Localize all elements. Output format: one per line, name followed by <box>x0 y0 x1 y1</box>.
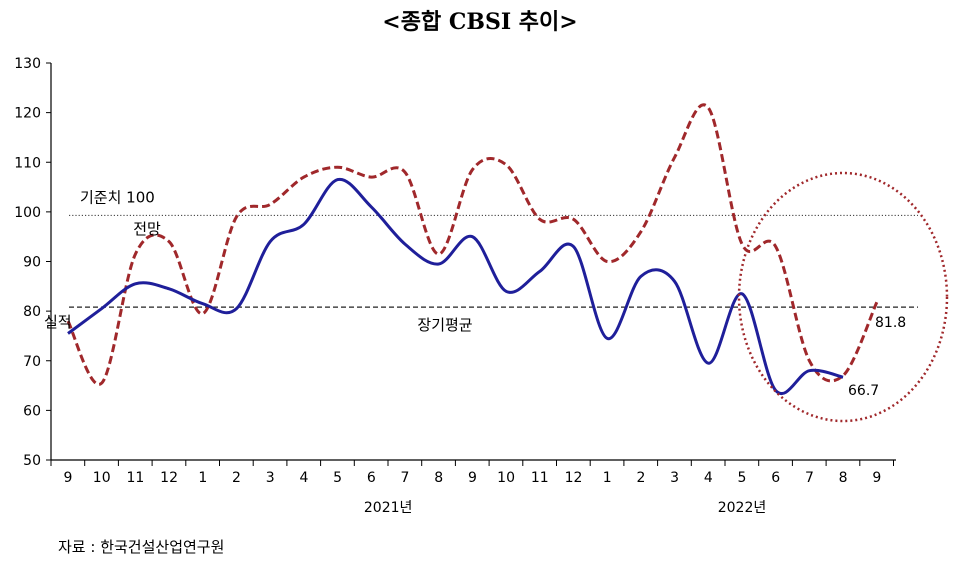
x-tick-label: 8 <box>839 470 848 486</box>
x-tick-label: 5 <box>333 470 342 486</box>
y-tick-label: 90 <box>23 255 41 271</box>
y-tick-label: 130 <box>14 56 41 72</box>
reference-lines <box>69 214 918 308</box>
y-tick-label: 70 <box>23 354 41 370</box>
x-tick-label: 3 <box>670 470 679 486</box>
y-tick-label: 60 <box>23 403 41 419</box>
x-tick-label: 10 <box>497 470 515 486</box>
y-tick-label: 110 <box>14 155 41 171</box>
x-tick-label: 9 <box>468 470 477 486</box>
x-tick-label: 9 <box>872 470 881 486</box>
x-tick-label: 4 <box>299 470 308 486</box>
x-tick-label: 5 <box>738 470 747 486</box>
x-tick-label: 11 <box>531 470 549 486</box>
year-label: 2021년 <box>364 500 413 516</box>
x-tick-label: 10 <box>93 470 111 486</box>
x-tick-label: 9 <box>64 470 73 486</box>
x-tick-label: 6 <box>367 470 376 486</box>
y-tick-label: 50 <box>23 453 41 469</box>
y-tick-label: 120 <box>14 106 41 122</box>
y-tick-label: 80 <box>23 304 41 320</box>
forecast-series-line <box>66 103 879 386</box>
x-tick-label: 3 <box>266 470 275 486</box>
actual-last-data-label: 66.7 <box>848 383 879 399</box>
x-tick-label: 7 <box>401 470 410 486</box>
actual-series-label: 실적 <box>44 313 72 331</box>
x-tick-label: 12 <box>160 470 178 486</box>
x-tick-label: 6 <box>771 470 780 486</box>
forecast-series-label: 전망 <box>133 220 161 238</box>
x-tick-label: 1 <box>603 470 612 486</box>
x-tick-label: 2 <box>636 470 645 486</box>
x-tick-label: 12 <box>565 470 583 486</box>
x-tick-label: 2 <box>232 470 241 486</box>
x-tick-label: 7 <box>805 470 814 486</box>
x-tick-label: 4 <box>704 470 713 486</box>
forecast-last-data-label: 81.8 <box>875 315 906 331</box>
actual-series-line <box>67 178 844 395</box>
x-tick-label: 11 <box>126 470 144 486</box>
x-tick-label: 8 <box>434 470 443 486</box>
long-term-average-label: 장기평균 <box>417 316 472 334</box>
source-note: 자료 : 한국건설산업연구원 <box>58 538 225 556</box>
year-label: 2022년 <box>718 500 767 516</box>
series-layer <box>66 103 949 423</box>
baseline-100-label: 기준치 100 <box>80 188 155 206</box>
chart-title: <종합 CBSI 추이> <box>382 9 578 35</box>
highlight-circle <box>737 171 949 423</box>
y-tick-label: 100 <box>14 205 41 221</box>
x-tick-label: 1 <box>198 470 207 486</box>
